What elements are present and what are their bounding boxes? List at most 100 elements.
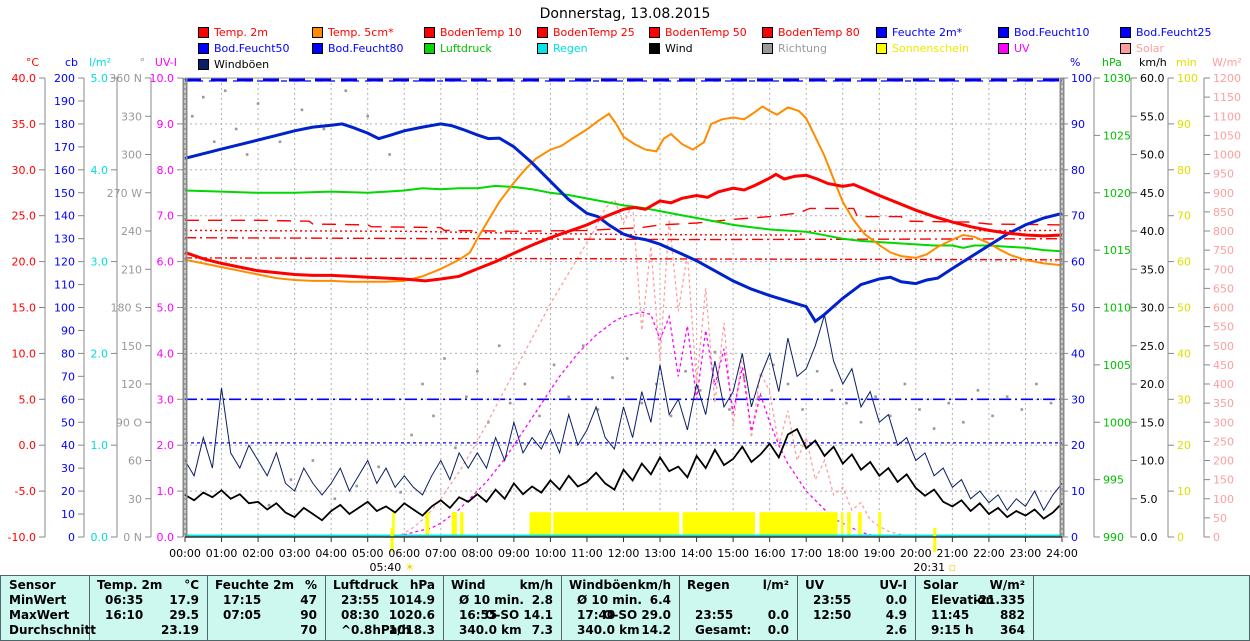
axis-label: 70 [1071,210,1085,223]
axis-label: 0 [1213,531,1220,544]
table-col-unit: l/m² [762,578,789,592]
series-richtung [223,89,227,93]
axis-label: 150 [54,187,75,200]
legend-item-bodentemp-80: BodenTemp 80 [762,26,860,39]
series-richtung [1035,382,1038,386]
series-richtung [698,389,702,392]
series-richtung [728,408,731,411]
table-value-time: 12:50 [813,608,852,622]
legend-item-richtung: Richtung [762,42,827,55]
axis-label: 40.0 [1140,225,1165,238]
table-value: 0.0 [767,623,789,637]
axis-label: 250 [1213,435,1234,448]
table-value-time: 340.0 km [459,623,522,637]
legend-swatch [424,42,435,54]
axis-label: 130 [54,233,75,246]
series-richtung [903,382,907,386]
legend-swatch [198,58,209,70]
table-col-name: Wind [451,578,486,592]
axis-label: 190 [54,95,75,108]
axis-label: 1000 [1103,416,1131,429]
table-col-name: Feuchte 2m [215,578,294,592]
legend-label: BodenTemp 50 [665,25,747,39]
series-richtung [366,114,370,118]
axis-label: 07:00 [425,547,457,560]
axis-label: 15:00 [717,547,749,560]
axis-label: 20.0 [12,256,37,269]
table-value-time: 340.0 km [577,623,640,637]
chart-legend: Temp. 2m Temp. 5cm* BodenTemp 10 BodenTemp … [0,0,1250,76]
axis-label: 30.0 [1140,302,1165,315]
axis-label: 800 [1213,225,1234,238]
table-separator [561,576,562,640]
axis-label: 16:00 [754,547,786,560]
table-value-time: 23:55 [813,593,852,607]
axis-label: 270 W [107,187,142,200]
table-separator [679,576,680,640]
series-richtung [289,478,293,481]
axis-label: % [1070,56,1080,69]
series-richtung [786,382,790,386]
series-sonnenschein [759,512,838,537]
table-separator [797,576,798,640]
series-richtung [443,357,446,360]
table-value: 4.9 [885,608,907,622]
table-value-time: 08:30 [341,608,380,622]
series-richtung [830,389,834,392]
axis-label: 30.0 [12,164,37,177]
table-value: 0.0 [767,608,789,622]
axis-label: ° [140,56,146,69]
series-richtung [801,408,804,411]
series-richtung [567,395,570,399]
series-richtung [465,395,468,399]
axis-label: 12:00 [608,547,640,560]
legend-item-bod-feucht80: Bod.Feucht80 [312,42,404,55]
axis-label: 180 [54,118,75,131]
legend-item-wind: Wind [649,41,693,55]
table-value-time: Gesamt: [695,623,752,637]
legend-label: Wind [665,41,693,55]
axis-label: 25.0 [12,210,37,223]
series-richtung [1049,401,1053,405]
legend-swatch [876,26,887,38]
legend-swatch [649,42,660,54]
axis-label: 2.0 [157,439,175,452]
series-richtung [454,446,457,450]
axis-label: 3.0 [157,393,175,406]
legend-item-bodentemp-10: BodenTemp 10 [424,26,522,39]
legend-swatch [537,26,548,38]
axis-label: 240 [121,225,142,238]
axis-label: 05:00 [352,547,384,560]
series-richtung [311,459,315,462]
axis-label: 30 [1177,393,1191,406]
table-separator [443,576,444,640]
axis-label: 5.0 [157,302,175,315]
series-richtung [655,382,658,386]
legend-swatch [537,42,548,54]
table-row-label: MinWert [9,593,67,607]
series-sonnenschein [682,512,756,537]
legend-item-temp-2m: Temp. 2m [198,26,268,39]
axis-label: -5.0 [15,485,36,498]
axis-label: 0 [1177,531,1184,544]
axis-label: 20 [1071,439,1085,452]
axis-label: 20 [1177,439,1191,452]
series-richtung [1005,395,1009,399]
legend-item-solar: Solar [1120,42,1164,55]
axis-label: 24:00 [1046,547,1078,560]
axis-label: 15.0 [1140,416,1165,429]
table-value-time: 16:10 [105,608,144,622]
series-richtung [962,420,965,424]
legend-item-windb-en: Windböen [198,58,269,71]
legend-item-uv: UV [998,41,1030,55]
axis-label: 0 [1071,531,1078,544]
axis-label: 2.0 [91,347,109,360]
legend-label: UV [1014,41,1030,55]
axis-label: 04:00 [315,547,347,560]
legend-item-bod-feucht10: Bod.Feucht10 [998,26,1090,39]
axis-label: 10.0 [1140,455,1165,468]
axis-label: 0.0 [91,531,109,544]
table-value: 1018.3 [388,623,435,637]
axis-label: 8.0 [157,164,175,177]
series-sonnenschein [840,512,844,537]
